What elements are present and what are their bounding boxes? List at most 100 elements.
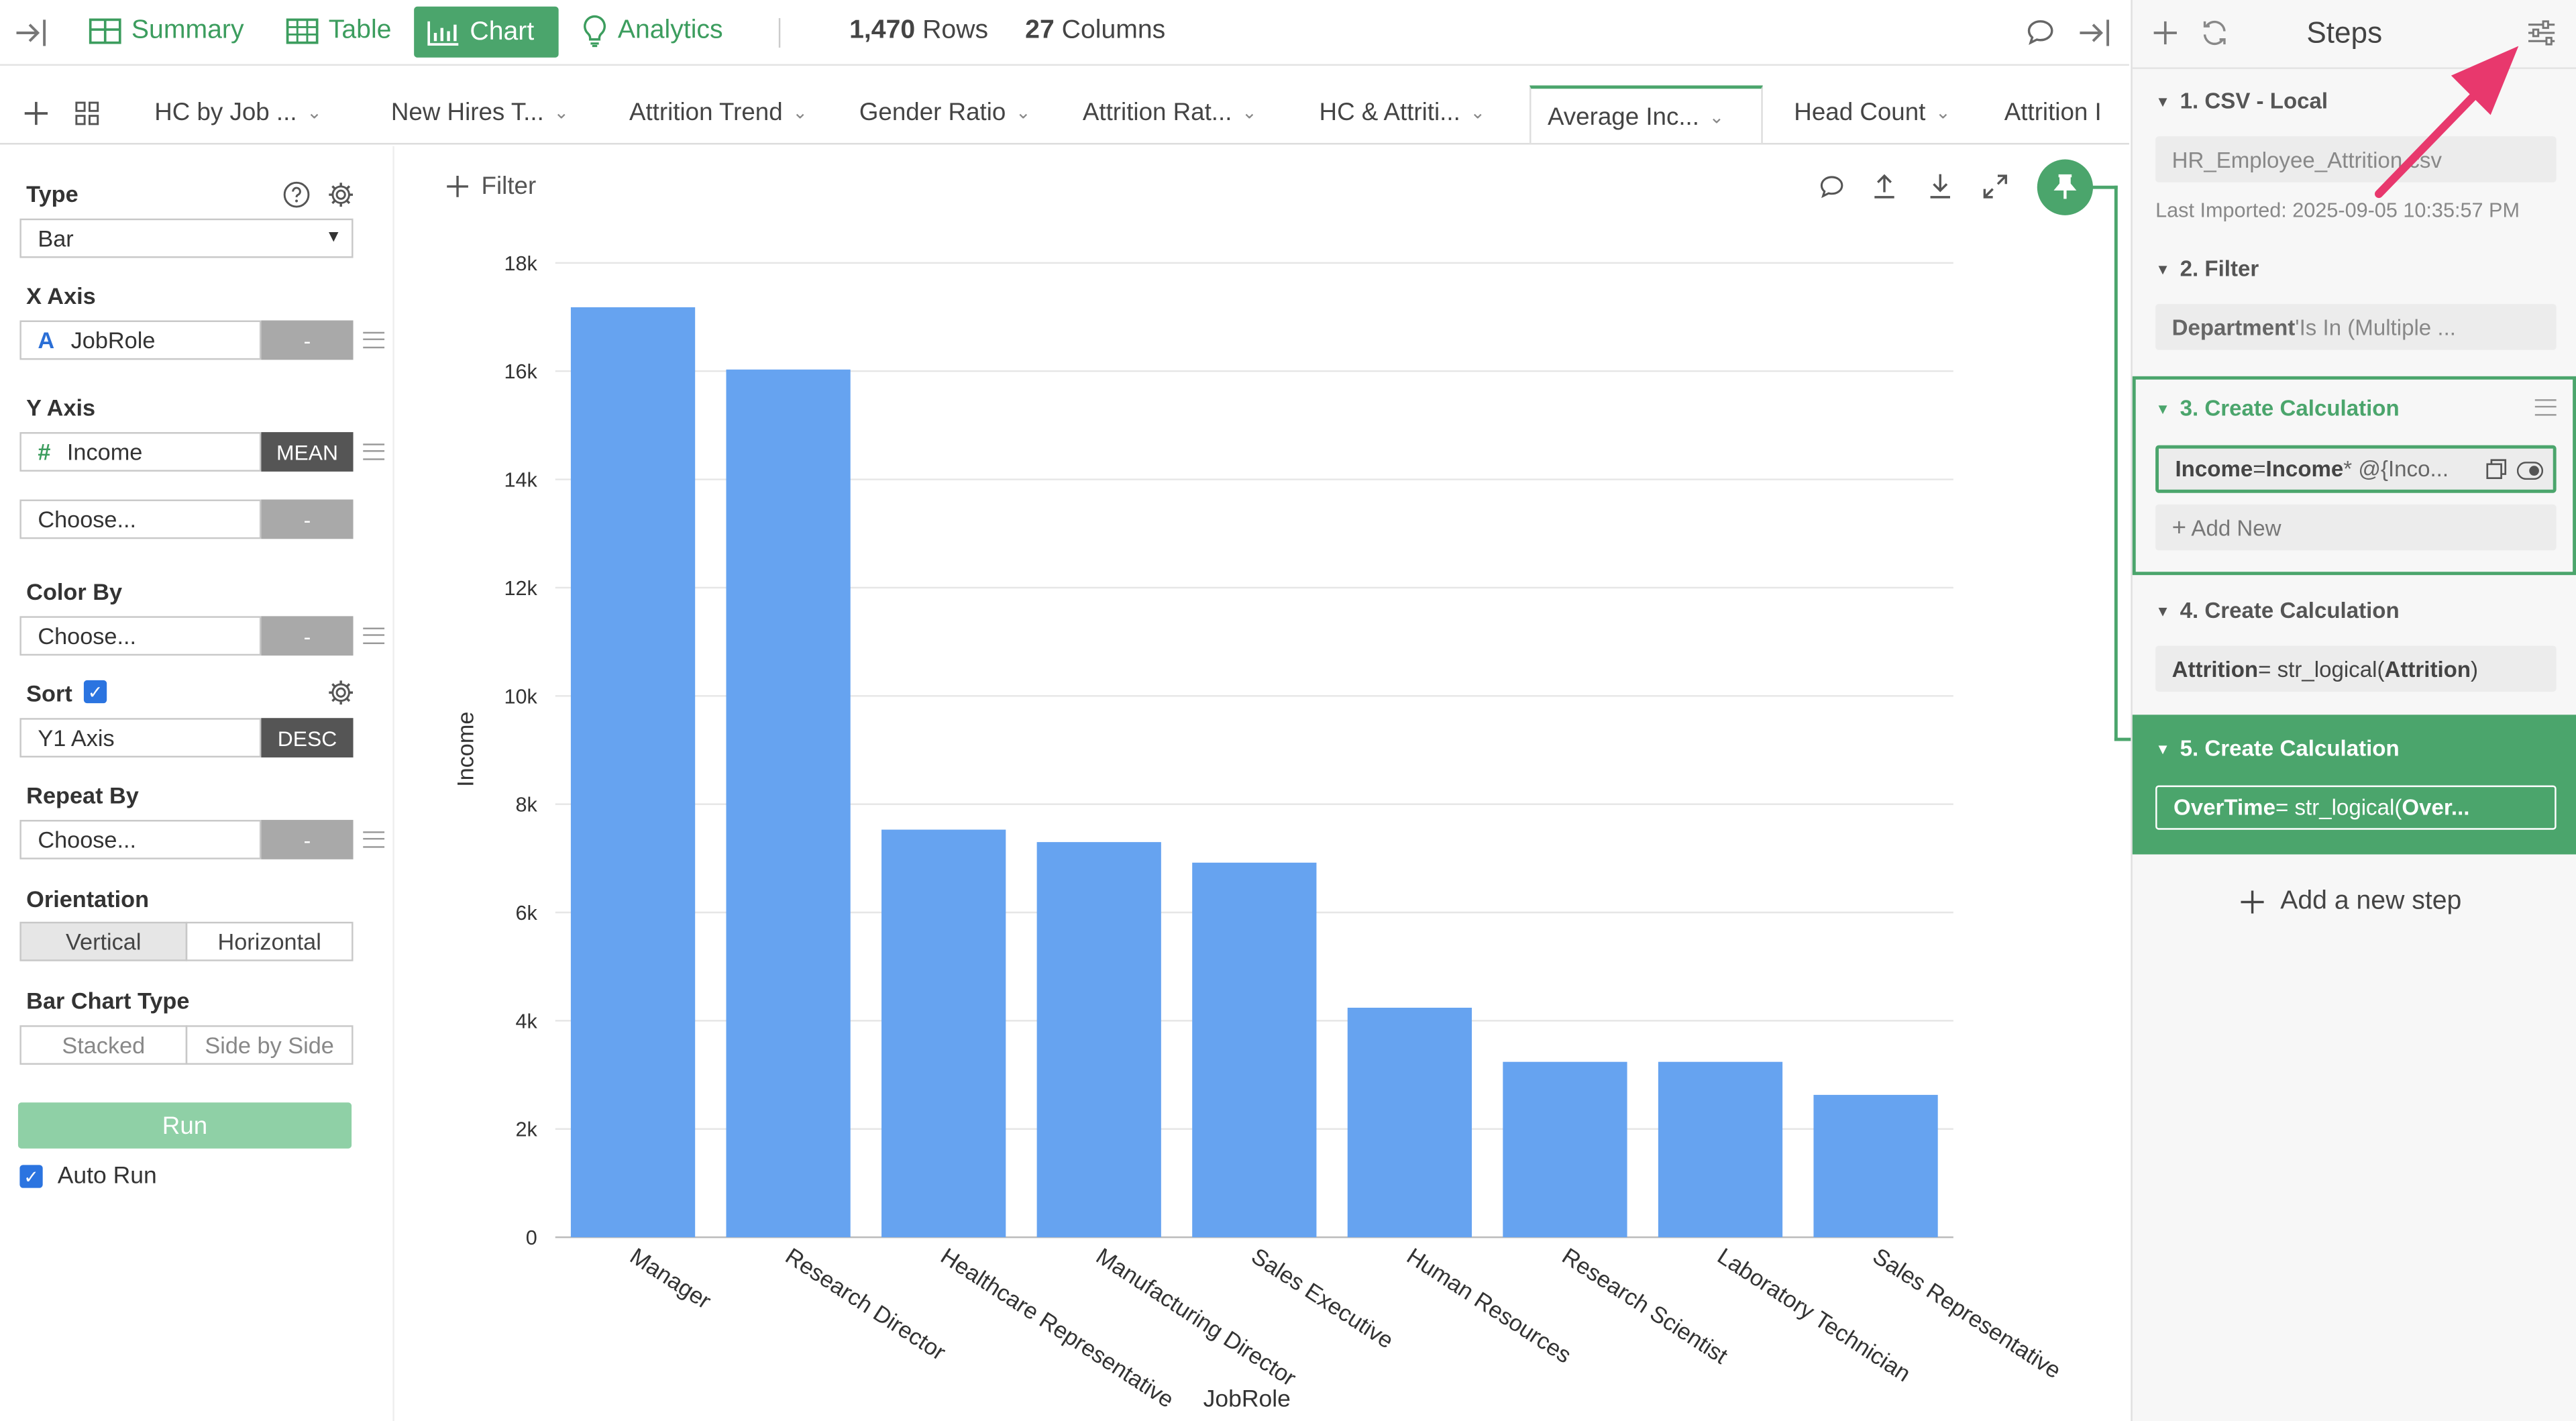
tab-new-hires[interactable]: New Hires T... ⌄ — [374, 81, 585, 143]
comment-icon[interactable] — [1817, 172, 1847, 202]
expand-icon[interactable] — [1980, 171, 2009, 201]
calc-lhs: Attrition — [2171, 656, 2259, 682]
add-new-calculation-button[interactable]: + Add New — [2155, 504, 2557, 551]
step-5-calculation[interactable]: OverTime = str_logical(Over... — [2155, 785, 2557, 830]
step-4-calculation[interactable]: Attrition = str_logical(Attrition) — [2155, 645, 2557, 692]
add-step-plus-icon[interactable] — [2149, 16, 2182, 49]
calc-lhs: Income — [2175, 456, 2253, 482]
chart-type-select[interactable]: Bar ▼ — [19, 218, 354, 258]
tab-attrition-trend[interactable]: Attrition Trend ⌄ — [612, 81, 824, 143]
help-icon[interactable] — [281, 179, 311, 209]
table-tab-button[interactable]: Table — [273, 7, 405, 56]
pin-button[interactable] — [2037, 159, 2094, 215]
add-chart-icon[interactable] — [19, 97, 52, 129]
tab-average-income[interactable]: Average Inc... ⌄ — [1529, 85, 1763, 144]
step-1-file[interactable]: HR_Employee_Attrition.csv — [2155, 136, 2557, 182]
sliders-settings-icon[interactable] — [2524, 16, 2560, 49]
repeat-by-aggregation-button[interactable]: - — [261, 820, 354, 859]
bar[interactable] — [726, 369, 851, 1238]
chart-label: Chart — [470, 17, 535, 46]
run-button[interactable]: Run — [17, 1102, 352, 1149]
x-axis-menu-icon[interactable] — [363, 331, 385, 349]
chevron-down-icon: ⌄ — [553, 103, 570, 123]
collapse-triangle-icon: ▼ — [2155, 740, 2170, 757]
collapse-left-icon[interactable] — [13, 15, 50, 51]
color-by-menu-icon[interactable] — [363, 627, 385, 645]
chart-tab-button[interactable]: Chart — [414, 6, 559, 58]
step-2-filter[interactable]: Department 'Is In (Multiple ... — [2155, 304, 2557, 350]
step-3-calculation[interactable]: Income = Income * @{Inco... — [2155, 445, 2557, 493]
x-axis-aggregation-button[interactable]: - — [261, 320, 354, 360]
bar[interactable] — [570, 307, 696, 1238]
auto-run-label: Auto Run — [57, 1163, 157, 1190]
download-icon[interactable] — [1925, 171, 1955, 201]
x-axis-value: JobRole — [70, 327, 156, 354]
table-icon — [286, 18, 319, 44]
repeat-by-field[interactable]: Choose... — [19, 820, 262, 859]
x-axis-field[interactable]: A JobRole — [19, 320, 262, 360]
tab-attrition-rate[interactable]: Attrition Rat... ⌄ — [1066, 81, 1273, 143]
upload-icon[interactable] — [1870, 171, 1899, 201]
y-axis-aggregation-button[interactable]: MEAN — [261, 432, 354, 472]
gear-icon[interactable] — [325, 179, 355, 209]
step-5-title[interactable]: ▼ 5. Create Calculation — [2155, 736, 2400, 761]
step-1-title[interactable]: ▼ 1. CSV - Local — [2155, 89, 2328, 113]
plus-icon: + — [2171, 513, 2187, 541]
chart-tabs-bar: HC by Job ... ⌄ New Hires T... ⌄ Attrition… — [0, 67, 2129, 145]
y-axis-2-field[interactable]: Choose... — [19, 499, 262, 539]
analytics-tab-button[interactable]: Analytics — [568, 7, 736, 56]
tab-gender-ratio[interactable]: Gender Ratio ⌄ — [843, 81, 1047, 143]
bar[interactable] — [1036, 842, 1161, 1238]
bar[interactable] — [881, 829, 1006, 1238]
bar[interactable] — [1347, 1008, 1472, 1238]
y-axis-menu-icon[interactable] — [363, 443, 385, 460]
x-axis-title: JobRole — [1203, 1385, 1291, 1412]
tab-label: Attrition I — [2004, 98, 2102, 127]
add-new-step-button[interactable]: Add a new step — [2241, 887, 2461, 916]
color-by-aggregation-button[interactable]: - — [261, 616, 354, 656]
summary-tab-button[interactable]: Summary — [76, 7, 257, 56]
chart-config-panel: Type Bar ▼ X Axis A JobRole - Y Axis # I… — [0, 146, 394, 1421]
collapse-right-icon[interactable] — [2077, 15, 2113, 51]
pin-connector-line-vertical — [2114, 185, 2118, 741]
chevron-down-icon: ⌄ — [792, 103, 808, 123]
filter-button[interactable]: Filter — [447, 172, 536, 201]
step-2-title[interactable]: ▼ 2. Filter — [2155, 256, 2259, 281]
color-by-field[interactable]: Choose... — [19, 616, 262, 656]
refresh-icon[interactable] — [2198, 16, 2231, 49]
y-axis-2-aggregation-button[interactable]: - — [261, 499, 354, 539]
annotation-arrow — [2375, 46, 2519, 199]
step-3-title[interactable]: ▼ 3. Create Calculation — [2155, 396, 2400, 421]
tab-hc-attrition[interactable]: HC & Attriti... ⌄ — [1303, 81, 1502, 143]
toggle-visibility-icon[interactable] — [2516, 460, 2544, 485]
step-4-title[interactable]: ▼ 4. Create Calculation — [2155, 598, 2400, 623]
calc-arg: Over... — [2402, 795, 2470, 821]
plus-icon — [447, 176, 468, 197]
bar[interactable] — [1813, 1094, 1938, 1238]
repeat-by-menu-icon[interactable] — [363, 831, 385, 848]
comment-icon[interactable] — [2024, 16, 2057, 49]
sort-direction-button[interactable]: DESC — [261, 718, 354, 757]
tab-attrition-i[interactable]: Attrition I — [1988, 81, 2118, 143]
filter-label: Filter — [481, 172, 537, 201]
sort-settings-gear-icon[interactable] — [325, 677, 355, 706]
grid-view-icon[interactable] — [70, 97, 103, 129]
sort-field[interactable]: Y1 Axis — [19, 718, 262, 757]
bar[interactable] — [1658, 1061, 1783, 1238]
tab-head-count[interactable]: Head Count ⌄ — [1778, 81, 1967, 143]
y-axis-field[interactable]: # Income — [19, 432, 262, 472]
bar[interactable] — [1503, 1061, 1627, 1238]
auto-run-checkbox[interactable]: ✓ — [19, 1165, 43, 1188]
orientation-vertical-button[interactable]: Vertical — [19, 921, 188, 961]
sort-checkbox[interactable]: ✓ — [83, 680, 107, 704]
tab-hc-by-job[interactable]: HC by Job ... ⌄ — [138, 81, 339, 143]
bar-stacked-button[interactable]: Stacked — [19, 1025, 188, 1065]
y-axis-value: Income — [66, 438, 143, 466]
orientation-horizontal-button[interactable]: Horizontal — [185, 921, 354, 961]
bar-side-by-side-button[interactable]: Side by Side — [185, 1025, 354, 1065]
bar[interactable] — [1192, 862, 1317, 1238]
calc-op: = — [2253, 456, 2266, 482]
step-3-menu-icon[interactable] — [2534, 399, 2557, 416]
copy-icon[interactable] — [2485, 458, 2507, 484]
